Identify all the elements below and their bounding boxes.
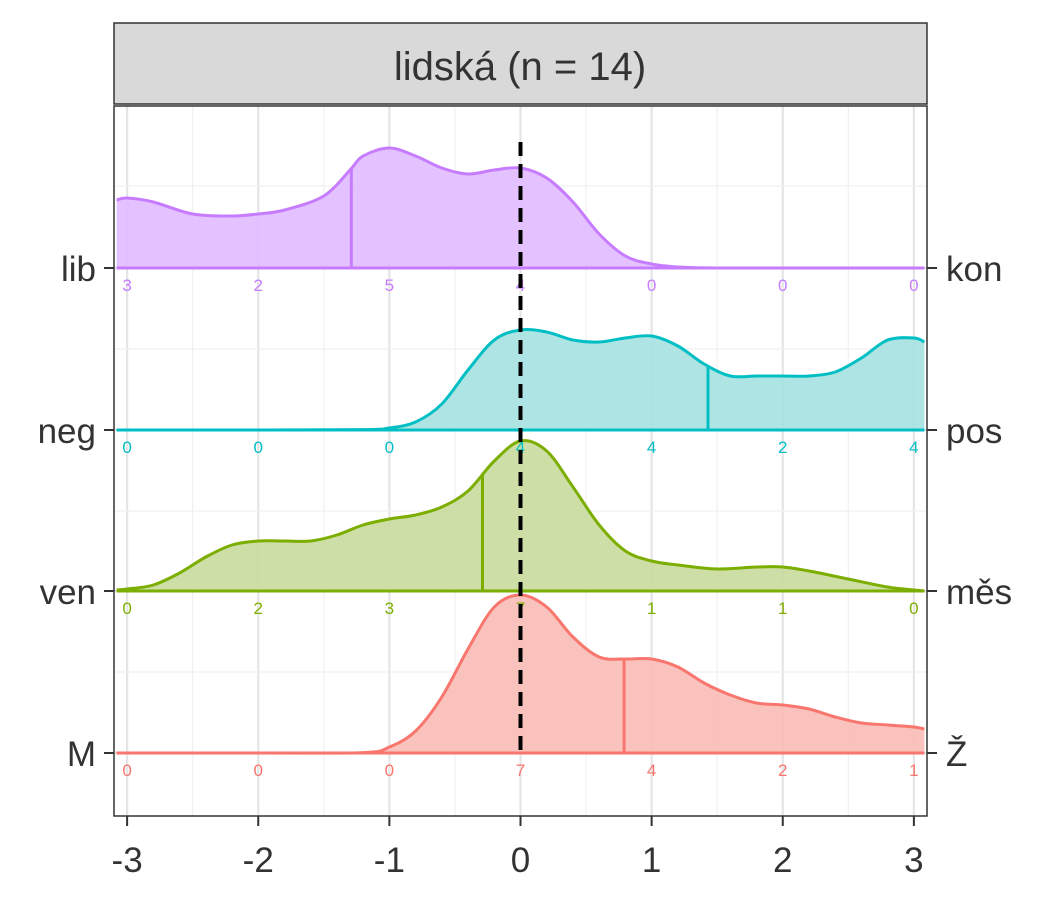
count-label: 1 <box>909 761 918 780</box>
count-label: 2 <box>254 599 263 618</box>
count-label: 5 <box>385 276 394 295</box>
y-label-right: pos <box>946 412 1002 451</box>
y-label-right: měs <box>946 573 1012 612</box>
density-line <box>116 439 925 593</box>
count-label: 0 <box>254 761 263 780</box>
count-label: 0 <box>122 761 131 780</box>
count-label: 1 <box>647 599 656 618</box>
x-tick-label: 3 <box>904 841 923 880</box>
count-label: 2 <box>254 276 263 295</box>
count-label: 0 <box>122 599 131 618</box>
density-line <box>116 593 925 755</box>
count-label: 0 <box>122 438 131 457</box>
y-label-left: ven <box>40 573 96 612</box>
count-label: 4 <box>647 438 656 457</box>
count-label: 2 <box>778 761 787 780</box>
count-label: 4 <box>516 438 525 457</box>
count-label: 0 <box>647 276 656 295</box>
count-label: 4 <box>909 438 918 457</box>
x-tick-label: -3 <box>112 841 143 880</box>
count-label: 3 <box>122 276 131 295</box>
x-tick-label: 2 <box>773 841 792 880</box>
x-tick-label: -1 <box>374 841 405 880</box>
count-label: 4 <box>647 761 656 780</box>
y-label-left: M <box>67 735 96 774</box>
facet-title: lidská (n = 14) <box>394 45 646 89</box>
density-area <box>116 440 925 591</box>
x-tick-label: 1 <box>642 841 661 880</box>
count-label: 0 <box>778 276 787 295</box>
x-tick-label: 0 <box>511 841 530 880</box>
y-label-right: kon <box>946 250 1002 289</box>
count-label: 2 <box>778 438 787 457</box>
axis-layer: lib kon neg pos ven měs M Ž -3 -2 -1 0 1 2 3 <box>38 250 1013 880</box>
count-label: 7 <box>516 761 525 780</box>
x-tick-label: -2 <box>243 841 274 880</box>
density-line <box>116 328 926 432</box>
counts-layer: 3254000000442402371100007421 <box>122 276 918 780</box>
count-label: 0 <box>385 761 394 780</box>
count-label: 1 <box>778 599 787 618</box>
y-label-left: neg <box>38 412 96 451</box>
density-area <box>116 329 925 431</box>
facet-strip <box>113 22 928 105</box>
count-label: 3 <box>385 599 394 618</box>
count-label: 0 <box>385 438 394 457</box>
count-label: 0 <box>254 438 263 457</box>
count-label: 0 <box>909 276 918 295</box>
count-label: 0 <box>909 599 918 618</box>
y-label-left: lib <box>61 250 96 289</box>
y-label-right: Ž <box>946 735 967 774</box>
